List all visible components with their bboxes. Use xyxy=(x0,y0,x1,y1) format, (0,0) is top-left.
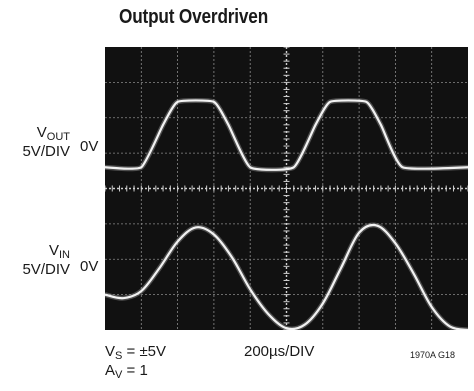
trace-vin xyxy=(105,223,468,330)
gain-label: AV = 1 xyxy=(105,362,148,382)
supply-voltage-label: VS = ±5V xyxy=(105,343,167,363)
graticule-grid xyxy=(105,47,468,330)
vin-scale-label: 5V/DIV xyxy=(22,261,70,278)
chart-title: Output Overdriven xyxy=(119,6,269,28)
oscilloscope-screen xyxy=(105,47,468,330)
timebase-label: 200µs/DIV xyxy=(244,343,315,360)
trace-group xyxy=(105,97,468,330)
vout-zero-label: 0V xyxy=(80,138,99,155)
figure-id: 1970A G18 xyxy=(410,350,456,360)
vin-channel-label: VIN xyxy=(48,242,70,262)
vin-zero-label: 0V xyxy=(80,258,99,275)
trace-vout xyxy=(105,99,468,171)
vout-scale-label: 5V/DIV xyxy=(22,143,70,160)
vout-channel-label: VOUT xyxy=(36,124,70,144)
